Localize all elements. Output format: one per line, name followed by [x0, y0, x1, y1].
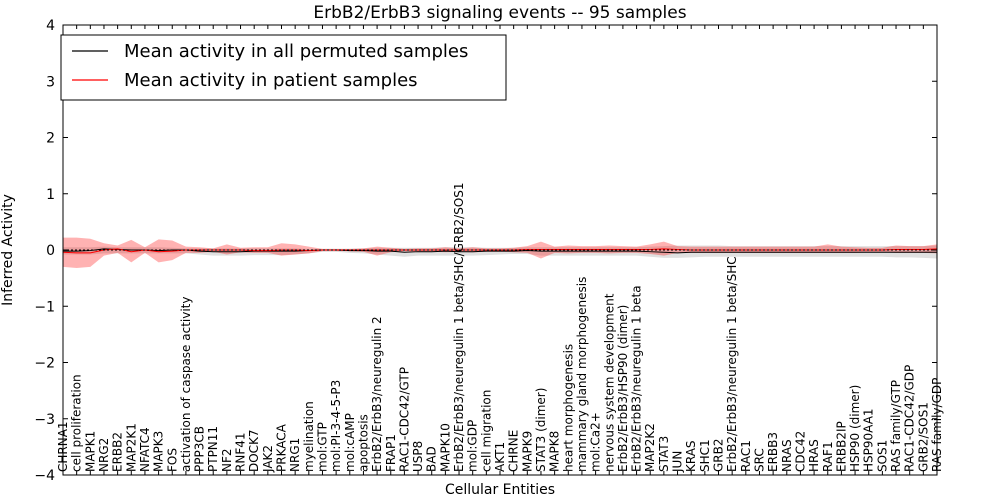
- x-tick-label: GRB2/SOS1: [916, 402, 930, 472]
- y-tick-label: −2: [34, 356, 55, 372]
- legend-box: [60, 34, 507, 101]
- x-tick-label: apoptosis: [356, 414, 370, 472]
- x-tick-label: NRG2: [97, 438, 111, 472]
- x-tick-label: SRC: [752, 448, 766, 472]
- x-tick-label: MAP2K1: [124, 423, 138, 472]
- series-band-0: [63, 245, 937, 259]
- x-tick-label: ErbB2/ErbB3/neuregulin 1 beta/SHC/GRB2/S…: [452, 182, 466, 472]
- y-tick-label: 3: [46, 74, 55, 90]
- x-tick-label: MAPK9: [520, 431, 534, 472]
- x-tick-label: mol:PI-3-4-5-P3: [329, 380, 343, 472]
- x-tick-label: ErbB2/ErbB3/neuregulin 2: [370, 316, 384, 472]
- x-tick-label: mammary gland morphogenesis: [575, 277, 589, 472]
- x-tick-label: ErbB2/ErbB3/HSP90 (dimer): [616, 305, 630, 472]
- bands: [63, 237, 937, 268]
- series-line-0: [63, 248, 937, 254]
- x-tick-label: heart morphogenesis: [561, 344, 575, 472]
- legend-label: Mean activity in patient samples: [124, 70, 418, 91]
- x-tick-label: JUN: [671, 451, 685, 473]
- x-tick-label: HSP90AA1: [862, 408, 876, 472]
- x-tick-label: nervous system development: [602, 293, 616, 472]
- x-tick-label: mol:Ca2+: [589, 412, 603, 472]
- x-tick-label: NRAS: [780, 439, 794, 472]
- x-tick-label: MAP2K2: [643, 423, 657, 472]
- x-tick-label: CDC42: [793, 431, 807, 472]
- x-tick-label: RAC1-CDC42/GTP: [397, 367, 411, 472]
- x-tick-label: cell proliferation: [70, 374, 84, 472]
- x-tick-label: BAD: [425, 446, 439, 472]
- x-tick-label: JAK2: [261, 445, 275, 473]
- x-tick-label: NFATC4: [138, 427, 152, 472]
- x-tick-label: HRAS: [807, 439, 821, 472]
- x-tick-label: DOCK7: [247, 429, 261, 472]
- x-axis-label: Cellular Entities: [445, 482, 555, 498]
- legend: Mean activity in all permuted samples Mea…: [60, 34, 507, 101]
- x-axis: CHRNA1 cell proliferation MAPK1 NRG2 ERBB2 MA…: [56, 25, 944, 475]
- x-tick-label: PRKACA: [275, 423, 289, 472]
- x-tick-label: ERBB3: [766, 432, 780, 472]
- x-tick-label: CHRNE: [507, 430, 521, 472]
- x-tick-label: CHRNA1: [56, 421, 70, 472]
- series-band-1: [63, 237, 937, 268]
- x-tick-label: AKT1: [493, 442, 507, 472]
- chart-title: ErbB2/ErbB3 signaling events -- 95 sampl…: [313, 3, 686, 23]
- x-tick-label: RAF1: [821, 441, 835, 472]
- x-tick-label: mol:cAMP: [343, 413, 357, 472]
- x-tick-label: PPP3CB: [193, 426, 207, 472]
- x-tick-label: MAPK10: [438, 423, 452, 472]
- x-tick-label: ERBB2IP: [834, 421, 848, 472]
- x-tick-label: GRB2: [712, 438, 726, 472]
- y-tick-label: 1: [46, 187, 55, 203]
- x-tick-label: RAS family/GDP: [930, 378, 944, 472]
- y-tick-label: −4: [34, 468, 55, 484]
- x-tick-label: FRAP1: [384, 434, 398, 472]
- legend-label: Mean activity in all permuted samples: [124, 41, 468, 62]
- x-tick-label: STAT3: [657, 436, 671, 472]
- x-tick-label: USP8: [411, 441, 425, 472]
- x-tick-label: PTPN11: [206, 426, 220, 472]
- x-tick-label: RAC1-CDC42/GDP: [903, 365, 917, 472]
- y-tick-label: 4: [46, 18, 55, 34]
- x-tick-label: RAS family/GTP: [889, 380, 903, 472]
- x-tick-label: NRG1: [288, 438, 302, 472]
- x-tick-label: mol:GTP: [315, 422, 329, 472]
- y-tick-label: 0: [46, 243, 55, 259]
- y-tick-label: −3: [34, 412, 55, 428]
- x-tick-label: ErbB2/ErbB3/neuregulin 1 beta/SHC: [725, 256, 739, 472]
- x-tick-label: MAPK3: [152, 431, 166, 472]
- x-tick-label: STAT3 (dimer): [534, 388, 548, 472]
- x-tick-label: RNF41: [234, 433, 248, 473]
- x-tick-label: activation of caspase activity: [179, 297, 193, 472]
- y-axis-label: Inferred Activity: [0, 194, 16, 306]
- x-tick-label: SOS1: [875, 440, 889, 472]
- x-tick-label: NF2: [220, 448, 234, 472]
- y-tick-label: 2: [46, 131, 55, 147]
- x-tick-label: SHC1: [698, 439, 712, 472]
- x-tick-label: cell migration: [479, 390, 493, 472]
- x-tick-label: MAPK8: [548, 431, 562, 472]
- x-tick-label: mol:GDP: [466, 420, 480, 472]
- x-tick-label: ERBB2: [111, 432, 125, 472]
- y-axis: −4 −3 −2 −1 0 1 2 3 4: [34, 18, 937, 484]
- x-tick-label: RAC1: [739, 440, 753, 472]
- x-tick-label: HSP90 (dimer): [848, 385, 862, 472]
- x-tick-label: MAPK1: [83, 431, 97, 472]
- x-tick-label: KRAS: [684, 440, 698, 472]
- x-tick-label: ErbB2/ErbB3/neuregulin 1 beta: [630, 285, 644, 472]
- y-tick-label: −1: [34, 299, 55, 315]
- x-tick-label: myelination: [302, 401, 316, 472]
- x-tick-label: FOS: [165, 448, 179, 472]
